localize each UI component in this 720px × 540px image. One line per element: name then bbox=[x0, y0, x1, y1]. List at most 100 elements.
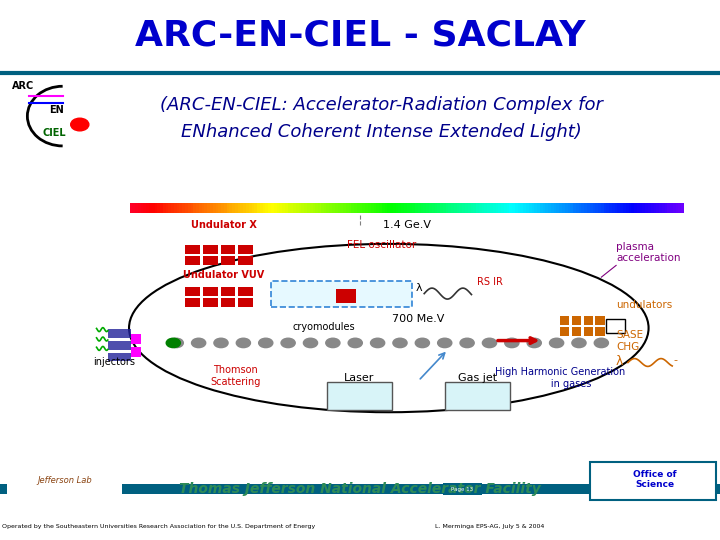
Circle shape bbox=[527, 338, 541, 348]
Text: ARC-EN-CIEL - SACLAY: ARC-EN-CIEL - SACLAY bbox=[135, 18, 585, 52]
Bar bbox=[260, 203, 263, 213]
Text: λ: λ bbox=[415, 283, 422, 293]
Bar bbox=[485, 203, 487, 213]
Bar bbox=[512, 203, 515, 213]
Text: CIEL: CIEL bbox=[42, 128, 66, 138]
Text: Thomson
Scattering: Thomson Scattering bbox=[210, 365, 261, 387]
Bar bbox=[582, 203, 584, 213]
Text: RS IR: RS IR bbox=[477, 277, 503, 287]
Bar bbox=[456, 203, 459, 213]
Bar bbox=[528, 203, 531, 213]
Bar bbox=[310, 203, 312, 213]
Bar bbox=[230, 203, 232, 213]
Circle shape bbox=[303, 338, 318, 348]
Bar bbox=[131, 334, 141, 345]
Bar bbox=[199, 203, 202, 213]
Bar bbox=[166, 203, 168, 213]
Bar bbox=[654, 203, 657, 213]
Bar bbox=[203, 256, 217, 265]
Bar bbox=[232, 203, 235, 213]
Bar bbox=[598, 203, 600, 213]
Bar bbox=[576, 203, 579, 213]
Text: High Harmonic Generation
       in gases: High Harmonic Generation in gases bbox=[495, 367, 625, 389]
Circle shape bbox=[438, 338, 452, 348]
Bar bbox=[572, 327, 581, 336]
Bar bbox=[171, 203, 174, 213]
Bar bbox=[302, 203, 305, 213]
Bar bbox=[454, 203, 456, 213]
Bar bbox=[492, 203, 495, 213]
Bar bbox=[379, 203, 382, 213]
Circle shape bbox=[371, 338, 384, 348]
Bar bbox=[410, 203, 413, 213]
Bar bbox=[285, 203, 287, 213]
Bar bbox=[152, 203, 155, 213]
Bar bbox=[570, 203, 573, 213]
Bar bbox=[282, 203, 285, 213]
Bar bbox=[176, 203, 179, 213]
Bar bbox=[557, 203, 559, 213]
Bar bbox=[648, 203, 651, 213]
Circle shape bbox=[348, 338, 362, 348]
Bar bbox=[401, 203, 404, 213]
Bar bbox=[109, 341, 131, 349]
Bar bbox=[415, 203, 418, 213]
Bar bbox=[590, 462, 716, 500]
Text: Page 13: Page 13 bbox=[451, 487, 473, 492]
Text: (ARC-EN-CIEL: Accelerator-Radiation Complex for: (ARC-EN-CIEL: Accelerator-Radiation Comp… bbox=[160, 96, 603, 114]
Bar bbox=[501, 203, 504, 213]
Bar bbox=[321, 203, 324, 213]
Text: SASE
CHG: SASE CHG bbox=[616, 330, 643, 352]
Bar bbox=[293, 203, 296, 213]
Bar bbox=[631, 203, 634, 213]
Bar bbox=[130, 203, 132, 213]
Bar bbox=[629, 203, 631, 213]
Text: Operated by the Southeastern Universities Research Association for the U.S. Depa: Operated by the Southeastern Universitie… bbox=[1, 524, 315, 529]
Bar bbox=[634, 203, 637, 213]
Bar bbox=[584, 316, 593, 325]
Bar bbox=[482, 203, 485, 213]
Circle shape bbox=[505, 338, 519, 348]
Bar bbox=[246, 203, 249, 213]
Bar bbox=[659, 203, 662, 213]
Bar bbox=[515, 203, 518, 213]
Bar bbox=[490, 203, 492, 213]
Bar bbox=[390, 203, 393, 213]
Bar bbox=[564, 203, 567, 213]
Bar bbox=[667, 203, 670, 213]
Bar bbox=[327, 382, 392, 410]
Bar bbox=[243, 203, 246, 213]
Bar bbox=[534, 203, 537, 213]
Bar bbox=[601, 203, 603, 213]
Bar bbox=[135, 203, 138, 213]
Bar bbox=[140, 203, 143, 213]
Bar bbox=[324, 203, 326, 213]
Bar bbox=[606, 319, 625, 333]
Bar bbox=[220, 287, 235, 296]
Bar bbox=[348, 203, 351, 213]
Bar bbox=[318, 203, 321, 213]
Bar bbox=[642, 203, 645, 213]
Bar bbox=[203, 245, 217, 254]
Bar bbox=[560, 316, 570, 325]
Bar bbox=[603, 203, 606, 213]
Bar bbox=[498, 203, 501, 213]
Text: undulators: undulators bbox=[616, 300, 672, 310]
Bar bbox=[374, 203, 377, 213]
Circle shape bbox=[415, 338, 429, 348]
Bar bbox=[185, 203, 188, 213]
Bar bbox=[623, 203, 626, 213]
Bar bbox=[413, 203, 415, 213]
Bar bbox=[418, 203, 420, 213]
Bar bbox=[398, 203, 401, 213]
Bar bbox=[626, 203, 629, 213]
Bar bbox=[131, 347, 141, 357]
Bar bbox=[203, 298, 217, 307]
Bar bbox=[335, 203, 338, 213]
Bar bbox=[224, 203, 227, 213]
Bar bbox=[220, 256, 235, 265]
Text: ARC: ARC bbox=[12, 82, 35, 91]
Bar bbox=[523, 203, 526, 213]
Text: FEL oscillator: FEL oscillator bbox=[348, 240, 417, 250]
Bar bbox=[160, 203, 163, 213]
